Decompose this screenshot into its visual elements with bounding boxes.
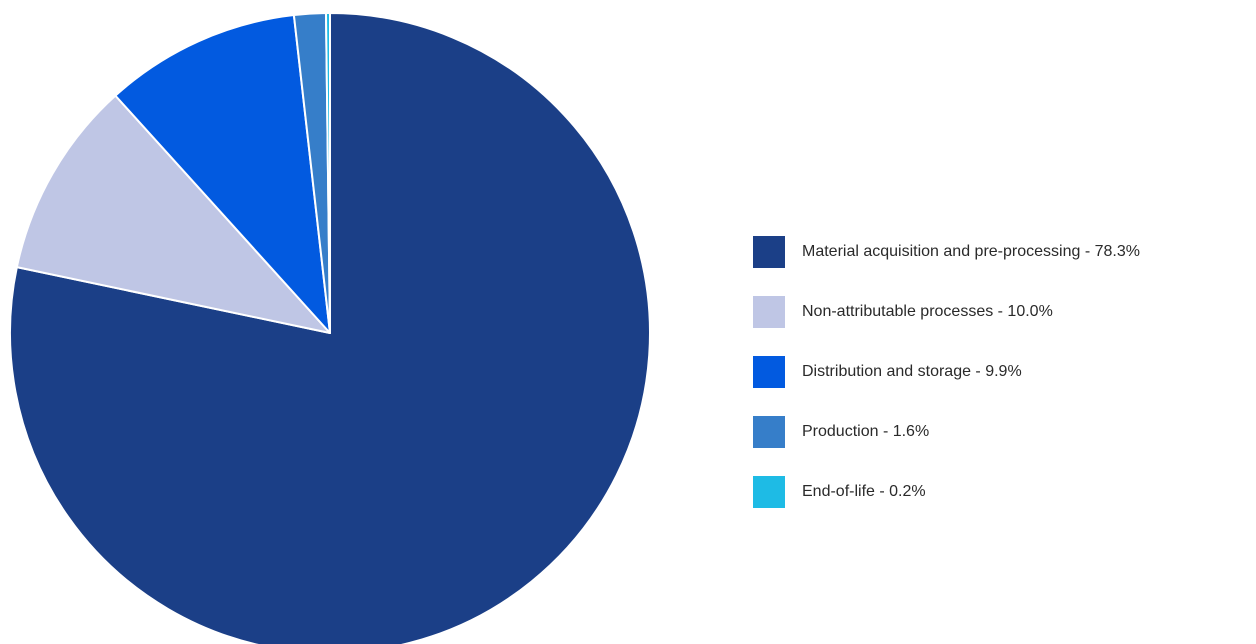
legend-label-material-acquisition: Material acquisition and pre-processing … (802, 243, 1140, 260)
pie-slice-distribution-storage (114, 14, 331, 334)
legend-item-distribution-storage: Distribution and storage - 9.9% (753, 356, 1140, 388)
legend-item-non-attributable: Non-attributable processes - 10.0% (753, 296, 1140, 328)
legend-item-end-of-life: End-of-life - 0.2% (753, 476, 1140, 508)
chart-legend: Material acquisition and pre-processing … (753, 236, 1140, 508)
legend-label-production: Production - 1.6% (802, 423, 930, 440)
pie-slice-end-of-life (324, 12, 331, 334)
legend-swatch-distribution-storage (753, 356, 785, 388)
legend-swatch-end-of-life (753, 476, 785, 508)
legend-swatch-production (753, 416, 785, 448)
legend-swatch-material-acquisition (753, 236, 785, 268)
legend-label-distribution-storage: Distribution and storage - 9.9% (802, 363, 1022, 380)
pie-slice-non-attributable (15, 94, 331, 334)
legend-swatch-non-attributable (753, 296, 785, 328)
legend-label-end-of-life: End-of-life - 0.2% (802, 483, 926, 500)
legend-item-material-acquisition: Material acquisition and pre-processing … (753, 236, 1140, 268)
legend-item-production: Production - 1.6% (753, 416, 1140, 448)
legend-label-non-attributable: Non-attributable processes - 10.0% (802, 303, 1053, 320)
